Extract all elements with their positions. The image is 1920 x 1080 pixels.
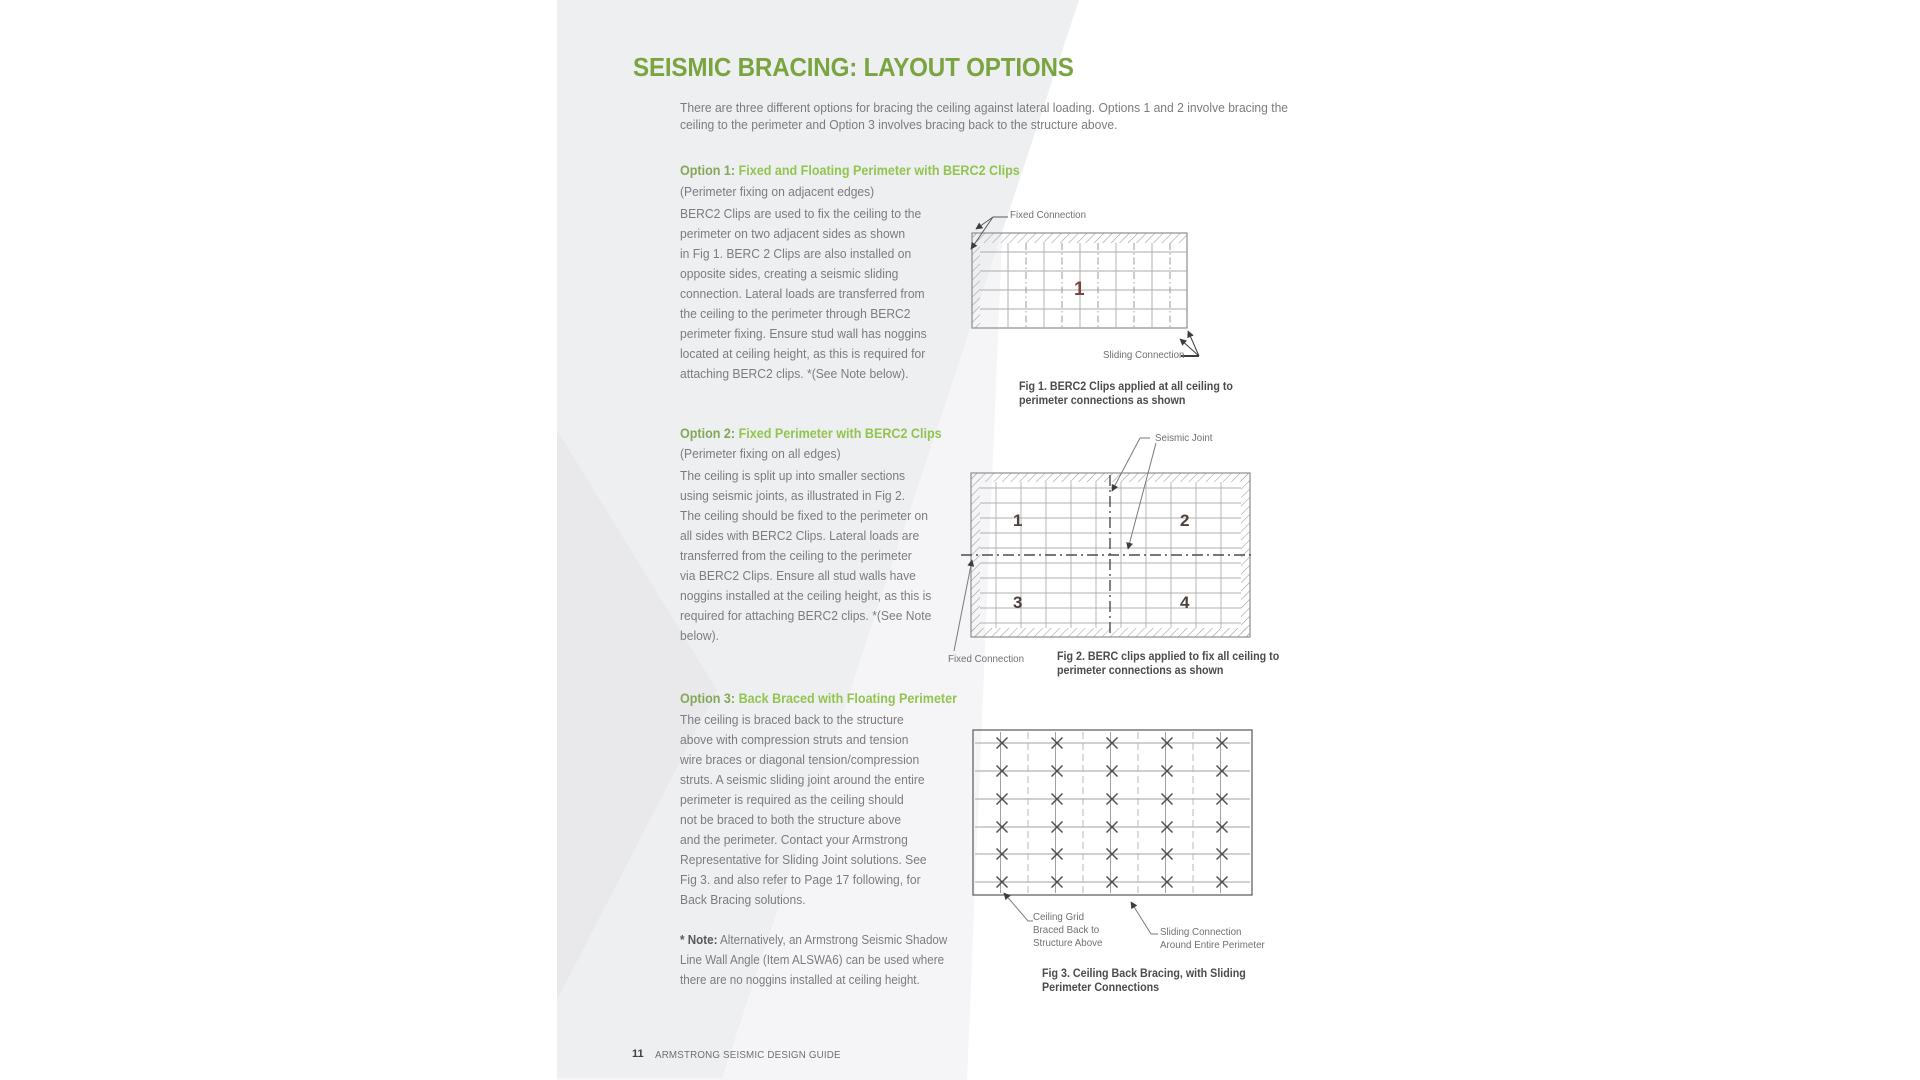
text-line: perimeter on two adjacent sides as shown	[680, 226, 906, 241]
fig2-zone-number-2: 2	[1180, 511, 1190, 530]
text-line: ceiling to the perimeter and Option 3 in…	[680, 117, 1118, 132]
intro-paragraph: There are three different options for br…	[680, 99, 1288, 133]
text-line: the ceiling to the perimeter through BER…	[680, 306, 911, 321]
text-line: There are three different options for br…	[680, 100, 1289, 115]
option2-heading-text: Fixed Perimeter with BERC2 Clips	[735, 426, 942, 441]
text-line: perimeter connections as shown	[1019, 394, 1186, 407]
text-line: Fig 3. and also refer to Page 17 followi…	[680, 872, 921, 887]
text-line: Fig 1. BERC2 Clips applied at all ceilin…	[1019, 381, 1233, 393]
text-line: transferred from the ceiling to the peri…	[680, 548, 912, 563]
fig2-zone-number-3: 3	[1013, 593, 1023, 612]
option2-subheading: (Perimeter fixing on all edges)	[680, 446, 841, 461]
option1-subheading: (Perimeter fixing on adjacent edges)	[680, 184, 875, 199]
text-line: opposite sides, creating a seismic slidi…	[680, 266, 899, 281]
text-line: perimeter is required as the ceiling sho…	[680, 792, 904, 807]
text-line: connection. Lateral loads are transferre…	[680, 286, 925, 301]
text-line: via BERC2 Clips. Ensure all stud walls h…	[680, 568, 916, 583]
text-line: Line Wall Angle (Item ALSWA6) can be use…	[680, 953, 945, 967]
text-line: The ceiling should be fixed to the perim…	[680, 508, 929, 523]
text-line: Structure Above	[1033, 937, 1103, 949]
text-line: Representative for Sliding Joint solutio…	[680, 852, 927, 867]
option3-label: Option 3:	[680, 691, 736, 706]
option2-label: Option 2:	[680, 426, 736, 441]
text-line: attaching BERC2 clips. *(See Note below)…	[680, 366, 909, 381]
note-first-line-rest: Alternatively, an Armstrong Seismic Shad…	[717, 933, 948, 947]
fig2-fixed-connection-label: Fixed Connection	[948, 653, 1024, 665]
text-line: Back Bracing solutions.	[680, 892, 806, 907]
text-line: Fig 2. BERC clips applied to fix all cei…	[1057, 651, 1280, 663]
footer-page-number: 11	[632, 1048, 644, 1060]
text-line: struts. A seismic sliding joint around t…	[680, 772, 925, 787]
text-line: in Fig 1. BERC 2 Clips are also installe…	[680, 246, 912, 261]
text-line: Perimeter Connections	[1042, 981, 1160, 994]
text-line: not be braced to both the structure abov…	[680, 812, 902, 827]
text-line: Fig 3. Ceiling Back Bracing, with Slidin…	[1042, 968, 1246, 980]
fig1-fixed-connection-label: Fixed Connection	[1010, 209, 1086, 221]
text-line: Braced Back to	[1033, 924, 1100, 936]
note-more-lines: Line Wall Angle (Item ALSWA6) can be use…	[680, 950, 947, 990]
page-title: SEISMIC BRACING: LAYOUT OPTIONS	[633, 52, 1074, 82]
note-block: * Note: Alternatively, an Armstrong Seis…	[680, 930, 947, 990]
text-line: The ceiling is split up into smaller sec…	[680, 468, 906, 483]
option1-label: Option 1:	[680, 163, 736, 178]
fig2-caption: Fig 2. BERC clips applied to fix all cei…	[1057, 651, 1279, 678]
text-line: noggins installed at the ceiling height,…	[680, 588, 932, 603]
option1-body: BERC2 Clips are used to fix the ceiling …	[680, 204, 927, 384]
fig1-diagram	[970, 216, 1200, 357]
text-line: and the perimeter. Contact your Armstron…	[680, 832, 908, 847]
text-line: required for attaching BERC2 clips. *(Se…	[680, 608, 932, 623]
text-line: The ceiling is braced back to the struct…	[680, 712, 904, 727]
option1-heading: Option 1: Fixed and Floating Perimeter w…	[680, 163, 1020, 178]
fig3-caption: Fig 3. Ceiling Back Bracing, with Slidin…	[1042, 968, 1246, 995]
fig1-zone-number: 1	[1074, 279, 1085, 300]
fig2-zone-number-4: 4	[1180, 593, 1190, 612]
fig1-caption: Fig 1. BERC2 Clips applied at all ceilin…	[1019, 381, 1233, 408]
text-line: below).	[680, 628, 719, 643]
fig3-ceiling-grid-label: Ceiling Grid Braced Back to Structure Abov…	[1033, 911, 1102, 950]
fig3-diagram	[972, 729, 1253, 935]
note-label: * Note:	[680, 933, 718, 947]
fig3-sliding-connection-label: Sliding Connection Around Entire Perimete…	[1160, 926, 1265, 952]
option1-heading-text: Fixed and Floating Perimeter with BERC2 …	[735, 163, 1020, 178]
text-line: perimeter fixing. Ensure stud wall has n…	[680, 326, 927, 341]
text-line: BERC2 Clips are used to fix the ceiling …	[680, 206, 922, 221]
text-line: wire braces or diagonal tension/compress…	[680, 752, 920, 767]
text-line: above with compression struts and tensio…	[680, 732, 909, 747]
option2-body: The ceiling is split up into smaller sec…	[680, 466, 931, 646]
text-line: located at ceiling height, as this is re…	[680, 346, 926, 361]
fig2-diagram	[953, 437, 1252, 652]
text-line: Ceiling Grid	[1033, 911, 1085, 923]
note-first-line: * Note: Alternatively, an Armstrong Seis…	[680, 930, 947, 950]
fig2-seismic-joint-label: Seismic Joint	[1155, 432, 1213, 444]
option3-heading: Option 3: Back Braced with Floating Peri…	[680, 691, 957, 706]
option3-heading-text: Back Braced with Floating Perimeter	[735, 691, 957, 706]
fig2-zone-number-1: 1	[1013, 511, 1023, 530]
footer-guide-title: ARMSTRONG SEISMIC DESIGN GUIDE	[655, 1049, 841, 1061]
option3-body: The ceiling is braced back to the struct…	[680, 710, 927, 910]
text-line: all sides with BERC2 Clips. Lateral load…	[680, 528, 920, 543]
text-line: perimeter connections as shown	[1057, 664, 1224, 677]
text-line: Around Entire Perimeter	[1160, 939, 1265, 951]
fig1-sliding-connection-label: Sliding Connection	[1103, 349, 1185, 361]
document-page	[557, 0, 1360, 1080]
text-line: there are no noggins installed at ceilin…	[680, 973, 920, 987]
text-line: Sliding Connection	[1160, 926, 1242, 938]
option2-heading: Option 2: Fixed Perimeter with BERC2 Cli…	[680, 426, 942, 441]
text-line: using seismic joints, as illustrated in …	[680, 488, 906, 503]
